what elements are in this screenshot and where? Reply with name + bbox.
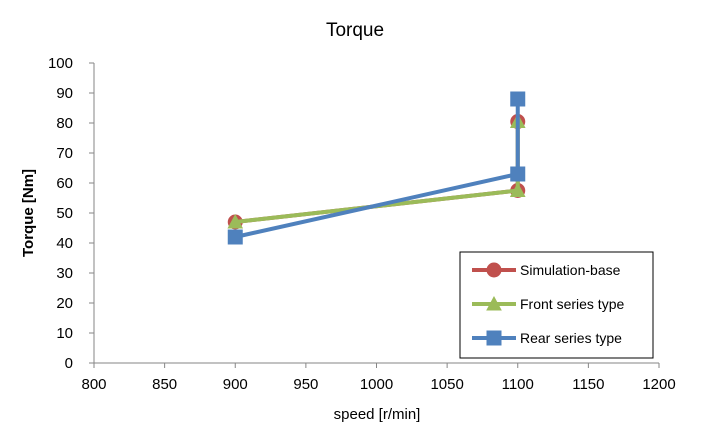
x-tick-label: 850 bbox=[152, 376, 177, 393]
chart-title: Torque bbox=[326, 20, 384, 41]
y-tick-label: 40 bbox=[56, 235, 73, 252]
y-axis-title: Torque [Nm] bbox=[20, 169, 37, 257]
y-tick-label: 0 bbox=[65, 355, 73, 372]
y-tick-label: 30 bbox=[56, 265, 73, 282]
legend-swatch-marker bbox=[486, 295, 502, 311]
legend-swatch-marker bbox=[486, 262, 502, 278]
data-point bbox=[509, 182, 526, 197]
y-tick-label: 90 bbox=[56, 85, 73, 102]
x-tick-label: 1000 bbox=[360, 376, 393, 393]
y-tick-label: 60 bbox=[56, 175, 73, 192]
axes: 0 10 20 30 40 50 60 70 80 90 100 800 850 900 950 1000 10… bbox=[48, 55, 676, 393]
x-tick-label: 950 bbox=[293, 376, 318, 393]
y-tick-label: 10 bbox=[56, 325, 73, 342]
legend: Simulation-base Front series type Rear ser… bbox=[459, 251, 654, 359]
y-tick-label: 70 bbox=[56, 145, 73, 162]
legend-swatch-marker bbox=[486, 330, 502, 346]
legend-label: Rear series type bbox=[520, 330, 622, 346]
data-point bbox=[510, 166, 526, 182]
y-tick-label: 100 bbox=[48, 55, 73, 72]
y-tick-label: 50 bbox=[56, 205, 73, 222]
x-tick-label: 900 bbox=[223, 376, 248, 393]
legend-item: Simulation-base bbox=[472, 262, 621, 278]
data-point bbox=[227, 213, 244, 229]
y-tick-label: 80 bbox=[56, 115, 73, 132]
legend-item: Front series type bbox=[472, 295, 624, 312]
legend-item: Rear series type bbox=[472, 330, 622, 346]
x-tick-label: 800 bbox=[81, 376, 106, 393]
data-point bbox=[510, 91, 526, 107]
legend-label: Simulation-base bbox=[520, 262, 621, 278]
x-tick-label: 1150 bbox=[572, 376, 604, 393]
series-rear-series-type bbox=[227, 91, 526, 245]
series-simulation-base bbox=[227, 114, 526, 230]
legend-label: Front series type bbox=[520, 296, 624, 312]
x-tick-label: 1050 bbox=[430, 376, 463, 393]
x-axis-title: speed [r/min] bbox=[334, 406, 421, 423]
x-tick-label: 1100 bbox=[502, 376, 534, 393]
series-front-series-type bbox=[227, 113, 526, 229]
x-tick-label: 1200 bbox=[642, 376, 675, 393]
y-tick-label: 20 bbox=[56, 295, 73, 312]
series-layer bbox=[227, 91, 526, 245]
data-point bbox=[227, 229, 243, 245]
